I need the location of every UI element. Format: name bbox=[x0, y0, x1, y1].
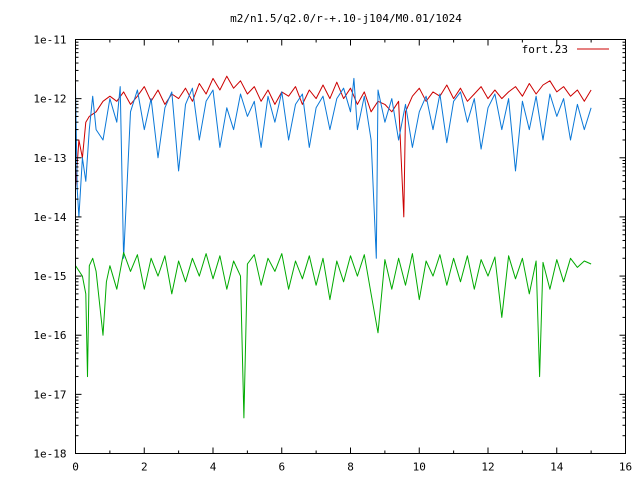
plot-frame bbox=[75, 39, 626, 454]
y-tick-label: 1e-12 bbox=[33, 93, 66, 106]
x-tick-label: 12 bbox=[481, 461, 494, 474]
y-tick-label: 1e-18 bbox=[33, 448, 66, 461]
series-line-2 bbox=[75, 77, 592, 259]
x-tick-label: 14 bbox=[550, 461, 564, 474]
chart-title: m2/n1.5/q2.0/r-+.10-j104/M0.01/1024 bbox=[230, 12, 462, 25]
y-tick-label: 1e-17 bbox=[33, 388, 66, 401]
y-tick-label: 1e-15 bbox=[33, 270, 66, 283]
series-line-3 bbox=[75, 252, 592, 419]
x-tick-label: 0 bbox=[72, 461, 79, 474]
x-tick-label: 16 bbox=[619, 461, 632, 474]
series-line-1 bbox=[75, 75, 592, 218]
x-tick-label: 6 bbox=[278, 461, 285, 474]
y-tick-label: 1e-11 bbox=[33, 34, 66, 47]
x-axis: 0 2 4 6 8 10 12 14 16 bbox=[72, 39, 632, 474]
x-tick-label: 8 bbox=[347, 461, 354, 474]
y-tick-label: 1e-14 bbox=[33, 211, 66, 224]
x-tick-label: 2 bbox=[141, 461, 148, 474]
y-tick-label: 1e-13 bbox=[33, 152, 66, 165]
series-layer bbox=[75, 75, 592, 419]
legend: fort.23 bbox=[522, 43, 609, 56]
x-tick-label: 10 bbox=[413, 461, 426, 474]
y-axis: 1e-18 1e-17 1e-16 1e-15 1e-14 1e-13 1e-12 1e-11 bbox=[33, 34, 626, 461]
y-tick-label: 1e-16 bbox=[33, 329, 66, 342]
x-tick-label: 4 bbox=[210, 461, 217, 474]
legend-label: fort.23 bbox=[522, 43, 568, 56]
